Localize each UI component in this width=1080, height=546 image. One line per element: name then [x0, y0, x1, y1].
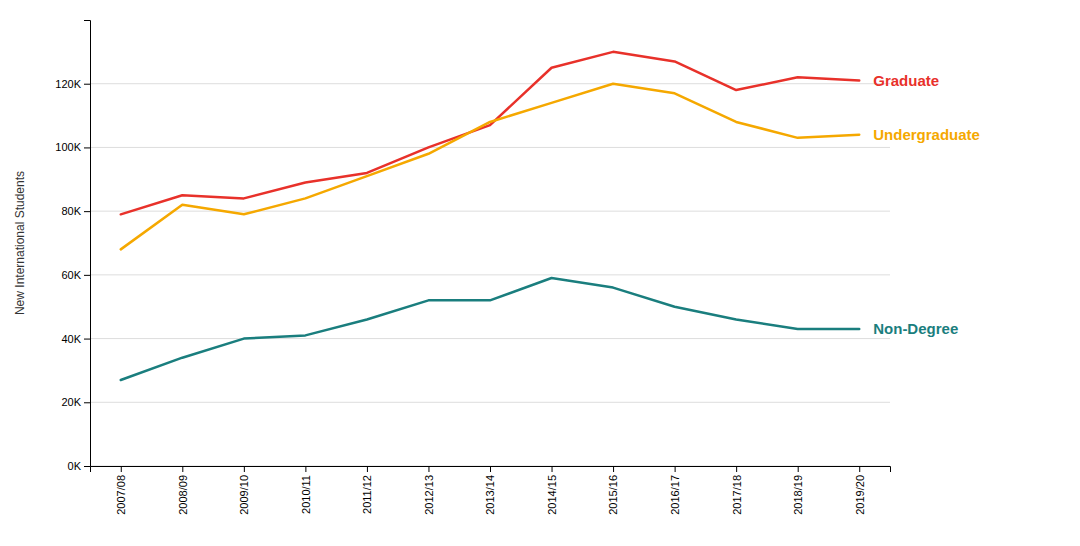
x-tick-mark: [182, 466, 183, 472]
y-tick-mark: [84, 339, 90, 340]
x-tick-mark: [736, 466, 737, 472]
x-tick-label: 2016/17: [669, 475, 681, 515]
x-tick: 2019/20: [854, 466, 866, 515]
y-tick-label: 100K: [55, 141, 81, 153]
x-tick-mark: [798, 466, 799, 472]
x-tick-label: 2010/11: [300, 475, 312, 514]
y-tick: 100K: [55, 141, 90, 153]
x-tick: 2016/17: [669, 466, 681, 515]
y-axis-line: [84, 21, 91, 467]
x-tick: 2010/11: [300, 466, 312, 514]
x-tick-label: 2008/09: [177, 475, 189, 515]
y-tick: 120K: [55, 78, 90, 90]
plot: 0K 20K 40K 60K 80K 100K 120K 2007/08 2008/09 2009…: [55, 21, 980, 515]
x-tick: 2017/18: [731, 466, 743, 515]
x-tick-label: 2012/13: [423, 475, 435, 515]
series-line: [121, 84, 859, 250]
x-tick-label: 2017/18: [731, 475, 743, 515]
x-tick-label: 2011/12: [361, 475, 373, 514]
x-tick-mark: [859, 466, 860, 472]
y-tick-label: 120K: [55, 78, 81, 90]
x-tick-mark: [552, 466, 553, 472]
x-tick-mark: [675, 466, 676, 472]
x-tick-label: 2007/08: [115, 475, 127, 515]
y-tick-label: 0K: [68, 460, 82, 472]
x-tick: 2015/16: [607, 466, 619, 515]
x-tick: 2014/15: [546, 466, 558, 515]
series-label: Undergraduate: [873, 126, 980, 143]
series-label: Non-Degree: [873, 320, 958, 337]
y-tick: 40K: [61, 333, 90, 345]
y-tick: 20K: [61, 396, 90, 408]
series-labels: Graduate Undergraduate Non-Degree: [873, 72, 980, 337]
x-tick-label: 2019/20: [854, 475, 866, 515]
x-tick: 2008/09: [177, 466, 189, 515]
y-tick-mark: [84, 84, 90, 85]
y-tick-label: 20K: [61, 396, 81, 408]
series-line: [121, 52, 859, 214]
grid-line: [90, 402, 890, 403]
x-tick-label: 2013/14: [484, 475, 496, 515]
y-tick-label: 40K: [61, 333, 81, 345]
x-tick: 2018/19: [792, 466, 804, 515]
x-tick-label: 2018/19: [792, 475, 804, 515]
y-tick-mark: [84, 211, 90, 212]
y-tick-mark: [84, 275, 90, 276]
x-tick-mark: [490, 466, 491, 472]
series-label: Graduate: [873, 72, 939, 89]
y-tick-mark: [84, 402, 90, 403]
chart: 0K 20K 40K 60K 80K 100K 120K 2007/08 2008/09 2009…: [0, 0, 1080, 546]
x-axis-line: [91, 467, 891, 473]
x-tick: 2012/13: [423, 466, 435, 515]
grid-line: [90, 211, 890, 212]
x-tick: 2013/14: [484, 466, 496, 515]
y-tick: 80K: [61, 205, 90, 217]
x-tick-mark: [367, 466, 368, 472]
grid: [90, 84, 890, 466]
y-tick-label: 60K: [61, 269, 81, 281]
x-tick-mark: [305, 466, 306, 472]
y-tick: 60K: [61, 269, 90, 281]
x-tick-mark: [613, 466, 614, 472]
x-tick: 2011/12: [361, 466, 373, 514]
grid-line: [90, 147, 890, 148]
grid-line: [90, 274, 890, 275]
lines: [121, 52, 859, 380]
x-tick-label: 2015/16: [607, 475, 619, 515]
x-tick: 2007/08: [115, 466, 127, 515]
x-tick-label: 2014/15: [546, 475, 558, 515]
y-axis-title: New International Students: [13, 171, 27, 315]
y-tick-mark: [84, 466, 90, 467]
series-line: [121, 278, 859, 380]
x-axis: 2007/08 2008/09 2009/10 2010/11 2011/12 2012/…: [91, 466, 891, 515]
y-axis: 0K 20K 40K 60K 80K 100K 120K: [55, 21, 90, 473]
y-tick-mark: [84, 147, 90, 148]
x-tick-mark: [121, 466, 122, 472]
x-tick-mark: [244, 466, 245, 472]
y-tick: 0K: [68, 460, 90, 472]
y-tick-label: 80K: [61, 205, 81, 217]
x-tick: 2009/10: [238, 466, 250, 515]
x-tick-mark: [428, 466, 429, 472]
x-tick-label: 2009/10: [238, 475, 250, 515]
grid-line: [90, 338, 890, 339]
